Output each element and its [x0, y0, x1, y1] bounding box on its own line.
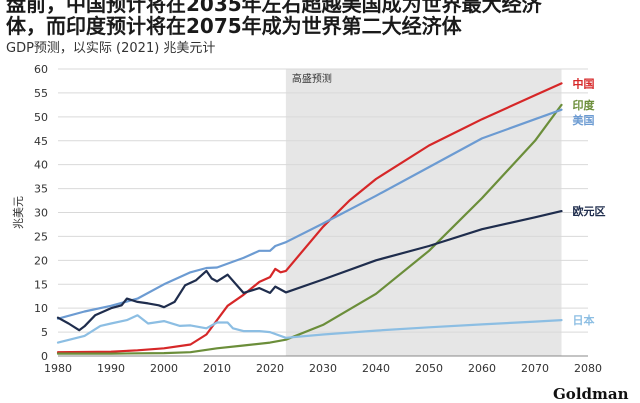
- series-label: 日本: [573, 313, 595, 327]
- y-tick-label: 55: [34, 87, 48, 100]
- x-tick-label: 1990: [97, 362, 125, 375]
- x-tick-label: 2080: [574, 362, 602, 375]
- y-tick-label: 5: [41, 326, 48, 339]
- y-tick-label: 15: [34, 278, 48, 291]
- series-line-欧元区: [56, 210, 563, 332]
- series-label: 欧元区: [573, 204, 606, 218]
- series-line-印度: [56, 103, 563, 355]
- x-tick-label: 2000: [150, 362, 178, 375]
- series-label: 印度: [573, 98, 596, 112]
- x-tick-label: 2020: [256, 362, 284, 375]
- x-tick-label: 2030: [309, 362, 337, 375]
- chart-subtitle: GDP预测，以实际 (2021) 兆美元计: [6, 41, 216, 56]
- series-line-美国: [56, 108, 563, 320]
- y-tick-label: 25: [34, 230, 48, 243]
- y-axis-label: 兆美元: [12, 196, 25, 229]
- series-line-中国: [56, 82, 563, 354]
- brand-logo-text: Goldman: [553, 385, 629, 403]
- chart-title-line-2: 体，而印度预计将在2075年成为世界第二大经济体: [6, 14, 462, 38]
- y-tick-label: 50: [34, 111, 48, 124]
- chart-title-line-1: 盘前，中国预计将在2035年左右超越美国成为世界最大经济: [6, 0, 542, 16]
- y-tick-label: 10: [34, 302, 48, 315]
- y-tick-label: 0: [41, 350, 48, 363]
- series-label: 中国: [573, 76, 595, 90]
- x-tick-label: 2010: [203, 362, 231, 375]
- y-tick-label: 35: [34, 183, 48, 196]
- forecast-region-label: 高盛预测: [292, 72, 332, 85]
- series-line-日本: [56, 314, 563, 344]
- y-tick-label: 20: [34, 254, 48, 267]
- x-tick-label: 2050: [415, 362, 443, 375]
- y-tick-label: 60: [34, 63, 48, 76]
- x-tick-label: 1980: [44, 362, 72, 375]
- y-tick-label: 45: [34, 135, 48, 148]
- x-tick-label: 2040: [362, 362, 390, 375]
- x-tick-label: 2070: [521, 362, 549, 375]
- y-tick-label: 40: [34, 159, 48, 172]
- series-label: 美国: [573, 113, 595, 127]
- x-tick-label: 2060: [468, 362, 496, 375]
- y-tick-label: 30: [34, 207, 48, 220]
